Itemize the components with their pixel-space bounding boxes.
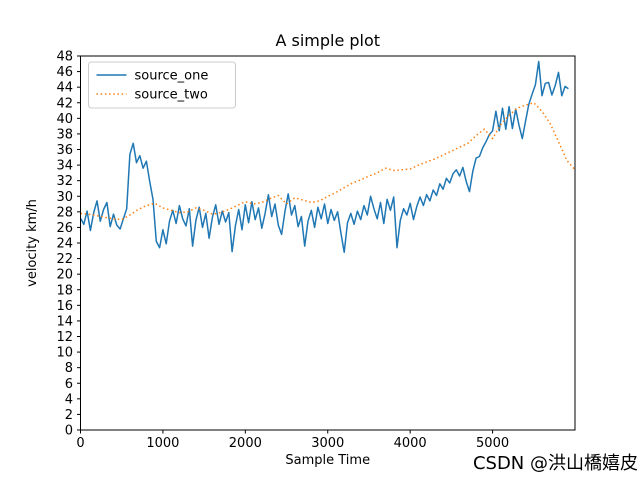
y-tick-label: 6 <box>65 377 73 392</box>
y-tick-label: 36 <box>56 143 73 158</box>
series-line-source_one <box>79 60 569 254</box>
y-tick-label: 20 <box>56 268 73 283</box>
legend-label-source_one: source_one <box>135 69 209 84</box>
x-axis-label: Sample Time <box>285 453 370 468</box>
y-tick-label: 16 <box>56 299 73 314</box>
y-tick-label: 28 <box>56 205 73 220</box>
legend-box <box>88 61 236 109</box>
y-tick-label: 8 <box>65 361 73 376</box>
y-tick-label: 10 <box>56 346 73 361</box>
watermark: CSDN @洪山橋嬉皮 <box>473 453 638 474</box>
y-tick-label: 48 <box>56 50 73 65</box>
x-tick-label: 1000 <box>146 436 179 451</box>
chart-title: A simple plot <box>275 31 380 50</box>
y-tick-label: 32 <box>56 174 73 189</box>
y-tick-label: 44 <box>56 81 73 96</box>
plot-border <box>80 55 576 431</box>
y-tick-label: 30 <box>56 190 73 205</box>
x-tick-label: 3000 <box>311 436 344 451</box>
y-tick-label: 42 <box>56 96 73 111</box>
y-tick-label: 38 <box>56 127 73 142</box>
y-tick-label: 46 <box>56 65 73 80</box>
y-axis-label: velocity km/h <box>25 199 40 287</box>
y-tick-label: 34 <box>56 159 73 174</box>
y-tick-label: 4 <box>65 392 73 407</box>
y-tick-label: 0 <box>65 424 73 439</box>
series-line-source_two <box>80 102 576 221</box>
y-tick-label: 22 <box>56 252 73 267</box>
y-tick-label: 2 <box>65 408 73 423</box>
x-tick-label: 2000 <box>229 436 262 451</box>
y-tick-label: 12 <box>56 330 73 345</box>
x-tick-label: 5000 <box>476 436 509 451</box>
legend-label-source_two: source_two <box>135 88 208 103</box>
plot-area: 0 1000 2000 3000 4000 50000246810121416182022… <box>56 50 576 451</box>
x-tick-label: 4000 <box>394 436 427 451</box>
x-tick-label: 0 <box>76 436 84 451</box>
y-tick-label: 26 <box>56 221 73 236</box>
y-tick-label: 14 <box>56 314 73 329</box>
y-tick-label: 18 <box>56 283 73 298</box>
y-tick-label: 24 <box>56 237 73 252</box>
y-tick-label: 40 <box>56 112 73 127</box>
